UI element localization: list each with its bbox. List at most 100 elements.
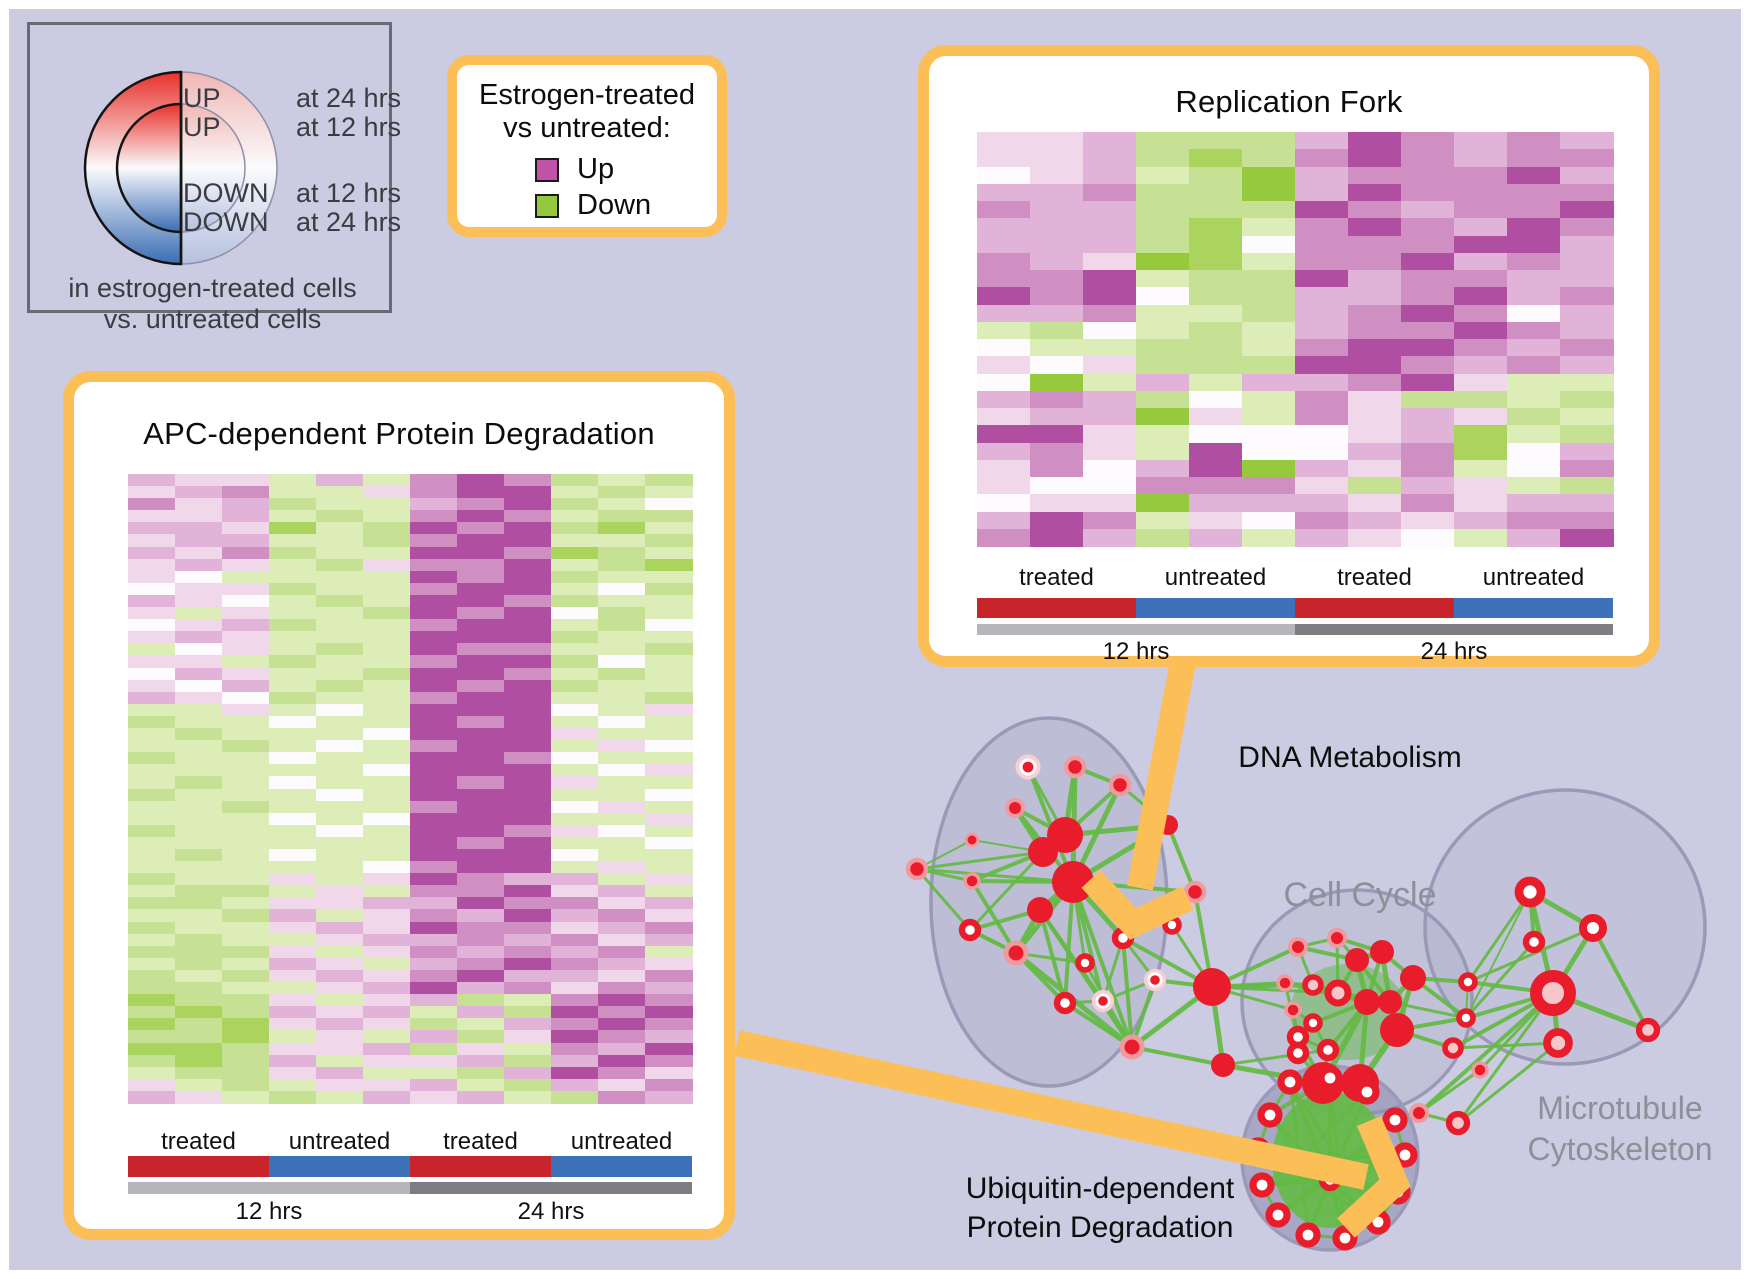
heatmap-cell xyxy=(1083,270,1137,288)
heatmap-cell xyxy=(1454,408,1508,426)
heatmap-cell xyxy=(128,691,176,705)
heatmap-cell xyxy=(363,558,411,572)
heatmap-cell xyxy=(410,812,458,826)
heatmap-cell xyxy=(316,764,364,777)
heatmap-cell xyxy=(1560,252,1614,271)
heatmap-cell xyxy=(175,594,223,608)
group-label: untreated xyxy=(1482,564,1585,591)
heatmap-cell xyxy=(175,667,223,681)
estrogen-legend-title-line2: vs untreated: xyxy=(503,112,671,144)
heatmap-cell xyxy=(410,715,458,729)
heatmap-cell xyxy=(504,715,552,729)
apc-heatmap xyxy=(128,474,693,1104)
heatmap-cell xyxy=(551,848,599,862)
heatmap-cell xyxy=(457,885,505,898)
heatmap-cell xyxy=(1136,252,1190,271)
heatmap-cell xyxy=(128,885,176,898)
heatmap-cell xyxy=(1136,201,1190,219)
heatmap-cell xyxy=(598,1006,646,1019)
heatmap-cell xyxy=(1083,235,1137,254)
up-swatch-icon xyxy=(535,157,559,182)
heatmap-cell xyxy=(269,1030,317,1044)
heatmap-cell xyxy=(410,510,458,523)
heatmap-cell xyxy=(1401,408,1455,426)
heatmap-cell xyxy=(222,994,270,1007)
heatmap-cell xyxy=(1507,287,1561,306)
heatmap-cell xyxy=(222,861,270,874)
network-node xyxy=(1265,1202,1291,1228)
heatmap-cell xyxy=(1083,390,1137,409)
network-node xyxy=(1324,979,1352,1007)
heatmap-cell xyxy=(363,836,411,850)
heatmap-cell xyxy=(1454,442,1508,461)
heatmap-cell xyxy=(269,1078,317,1092)
heatmap-cell xyxy=(1348,287,1402,306)
heatmap-cell xyxy=(977,390,1031,409)
legend-up-24-time: at 24 hrs xyxy=(296,83,402,113)
heatmap-cell xyxy=(551,812,599,826)
heatmap-cell xyxy=(316,836,364,850)
network-node xyxy=(1332,1225,1358,1251)
heatmap-cell xyxy=(551,824,599,838)
heatmap-cell xyxy=(316,1042,364,1056)
heatmap-cell xyxy=(1401,287,1455,306)
heatmap-cell xyxy=(410,486,458,499)
heatmap-cell xyxy=(1295,149,1349,168)
heatmap-cell xyxy=(1348,149,1402,168)
network-node xyxy=(1053,991,1077,1015)
heatmap-cell xyxy=(1348,408,1402,426)
heatmap-cell xyxy=(222,1030,270,1044)
heatmap-cell xyxy=(504,740,552,753)
heatmap-cell xyxy=(128,534,176,548)
heatmap-cell xyxy=(598,679,646,693)
heatmap-cell xyxy=(269,1042,317,1056)
heatmap-cell xyxy=(222,655,270,669)
heatmap-cell xyxy=(504,510,552,523)
heatmap-cell xyxy=(598,921,646,935)
heatmap-cell xyxy=(457,607,505,620)
heatmap-cell xyxy=(363,897,411,911)
heatmap-cell xyxy=(410,740,458,753)
heatmap-cell xyxy=(175,740,223,753)
heatmap-cell xyxy=(1454,511,1508,530)
heatmap-cell xyxy=(1083,442,1137,461)
heatmap-cell xyxy=(1454,166,1508,185)
heatmap-cell xyxy=(598,522,646,536)
heatmap-cell xyxy=(363,776,411,790)
heatmap-cell xyxy=(1348,304,1402,323)
heatmap-cell xyxy=(457,969,505,983)
heatmap-cell xyxy=(175,679,223,693)
heatmap-cell xyxy=(645,510,693,523)
heatmap-cell xyxy=(645,498,693,511)
heatmap-cell xyxy=(977,321,1031,340)
heatmap-cell xyxy=(1189,442,1243,461)
legend-up-24-label: UP xyxy=(183,83,221,113)
heatmap-cell xyxy=(1401,373,1455,392)
heatmap-cell xyxy=(1348,494,1402,513)
microtubule-cytoskeleton-label: Microtubule Cytoskeleton xyxy=(1470,1088,1750,1170)
heatmap-cell xyxy=(1560,218,1614,237)
heatmap-cell xyxy=(222,933,270,947)
heatmap-cell xyxy=(222,921,270,935)
heatmap-cell xyxy=(316,667,364,681)
heatmap-cell xyxy=(222,969,270,983)
heatmap-cell xyxy=(222,848,270,862)
heatmap-cell xyxy=(1083,166,1137,185)
heatmap-cell xyxy=(645,1042,693,1056)
heatmap-cell xyxy=(363,679,411,693)
time-label: 12 hrs xyxy=(235,1198,303,1225)
heatmap-cell xyxy=(363,1018,411,1032)
heatmap-cell xyxy=(1083,356,1137,375)
heatmap-cell xyxy=(1560,442,1614,461)
heatmap-cell xyxy=(457,921,505,935)
heatmap-cell xyxy=(316,546,364,560)
apc-panel-title: APC-dependent Protein Degradation xyxy=(143,416,655,451)
heatmap-cell xyxy=(1507,373,1561,392)
heatmap-cell xyxy=(410,667,458,681)
heatmap-cell xyxy=(1242,459,1296,478)
heatmap-cell xyxy=(1560,339,1614,357)
heatmap-cell xyxy=(363,957,411,971)
heatmap-cell xyxy=(175,800,223,814)
heatmap-cell xyxy=(504,861,552,874)
heatmap-cell xyxy=(645,1018,693,1032)
